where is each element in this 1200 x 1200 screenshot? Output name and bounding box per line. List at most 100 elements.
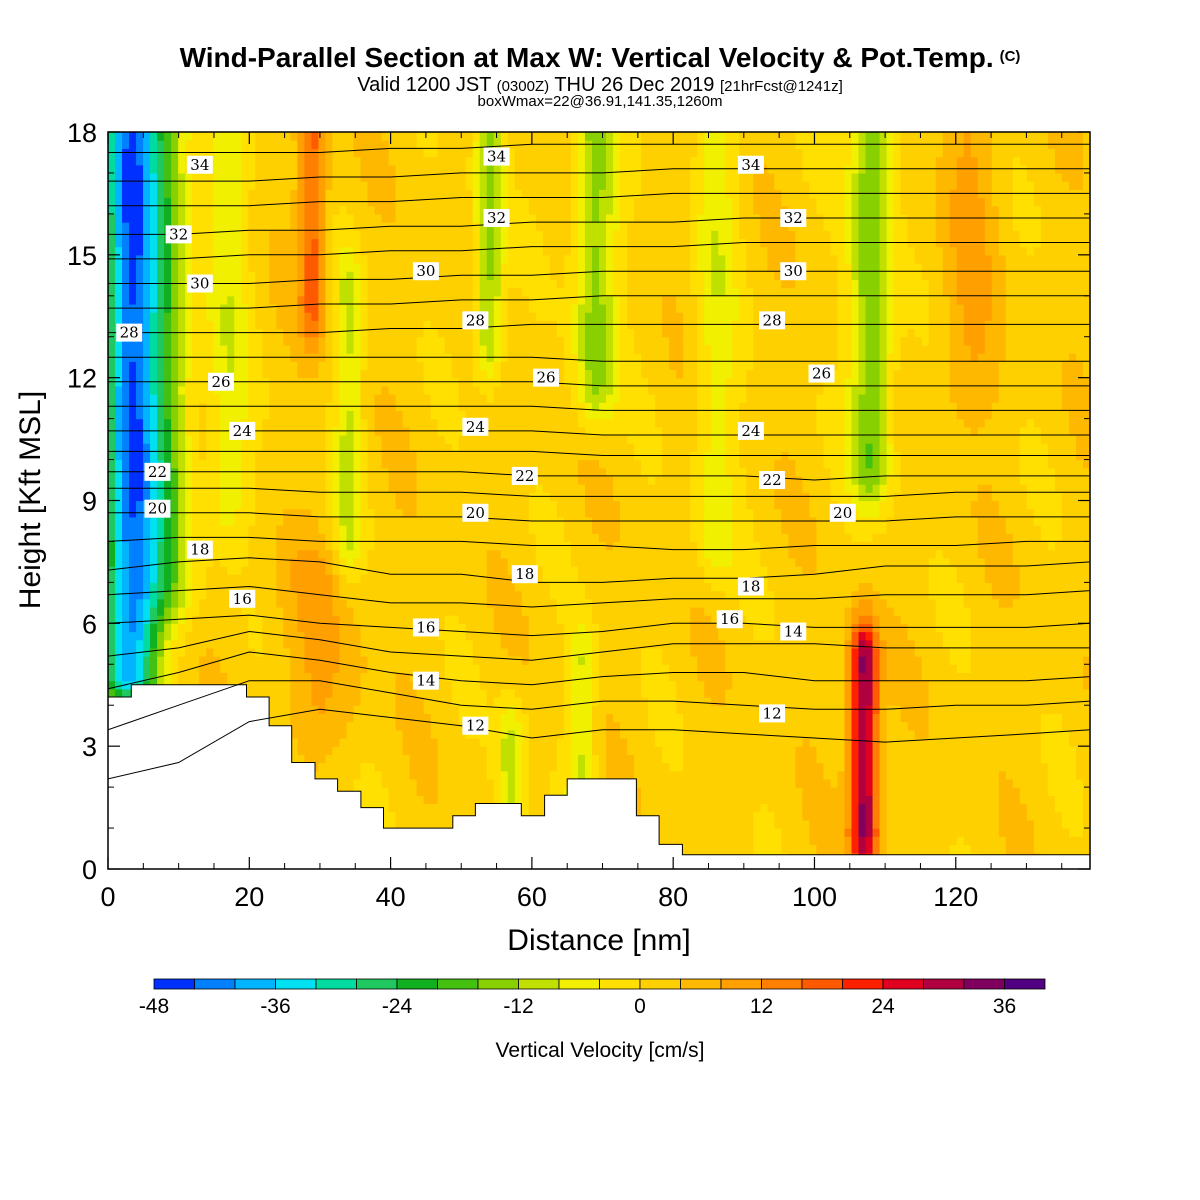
field-cell [178, 623, 186, 633]
field-cell [395, 746, 404, 755]
field-cell [395, 615, 404, 624]
field-cell [465, 754, 474, 764]
field-cell [395, 500, 404, 510]
field-cell [339, 279, 348, 289]
field-cell [423, 590, 432, 600]
field-cell [297, 557, 305, 567]
field-cell [381, 418, 390, 428]
field-cell [416, 729, 425, 739]
field-cell [192, 205, 200, 215]
field-cell [374, 566, 383, 575]
field-cell [290, 246, 298, 256]
field-cell [290, 459, 298, 469]
field-cell [374, 656, 383, 665]
field-cell [388, 819, 397, 829]
field-cell [444, 172, 453, 182]
field-cell [409, 394, 418, 403]
field-cell [115, 525, 123, 534]
field-cell [136, 369, 144, 379]
field-cell [444, 787, 453, 796]
field-cell [409, 205, 418, 215]
field-cell [108, 525, 116, 534]
field-cell [115, 197, 123, 207]
field-cell [269, 606, 277, 616]
field-cell [185, 574, 193, 583]
field-cell [108, 271, 116, 280]
field-cell [164, 664, 172, 674]
field-cell [213, 394, 221, 403]
field-cell [486, 312, 495, 321]
field-cell [185, 181, 193, 190]
field-cell [409, 197, 418, 207]
field-cell [122, 459, 130, 469]
field-cell [269, 557, 277, 567]
field-cell [171, 197, 179, 207]
field-cell [374, 410, 383, 420]
field-cell [220, 549, 228, 559]
field-cell [395, 172, 404, 182]
field-cell [304, 475, 313, 485]
field-cell [297, 566, 305, 575]
field-cell [360, 164, 369, 174]
field-cell [269, 410, 277, 420]
field-cell [486, 639, 495, 649]
field-cell [444, 492, 453, 502]
field-cell [199, 434, 207, 444]
field-cell [227, 361, 235, 371]
field-cell [388, 213, 397, 223]
field-cell [297, 754, 305, 764]
field-cell [164, 361, 172, 371]
field-cell [458, 189, 467, 199]
field-cell [122, 263, 130, 272]
field-cell [304, 590, 313, 600]
field-cell [262, 287, 270, 297]
field-cell [430, 754, 439, 764]
field-cell [262, 336, 270, 346]
field-cell [157, 213, 165, 223]
field-cell [325, 254, 334, 264]
field-cell [283, 541, 291, 551]
field-cell [486, 680, 495, 690]
field-cell [367, 574, 376, 583]
field-cell [381, 598, 390, 608]
field-cell [269, 394, 277, 403]
field-cell [486, 508, 495, 518]
field-cell [388, 778, 397, 788]
field-cell [248, 606, 256, 616]
field-cell [388, 762, 397, 772]
field-cell [402, 500, 411, 510]
field-cell [150, 656, 158, 665]
field-cell [164, 443, 172, 452]
field-cell [318, 164, 327, 174]
field-cell [472, 688, 481, 698]
field-cell [402, 688, 411, 698]
field-cell [493, 729, 502, 739]
field-cell [192, 418, 200, 428]
field-cell [269, 615, 277, 624]
field-cell [255, 263, 263, 272]
field-cell [332, 746, 341, 755]
field-cell [206, 557, 214, 567]
field-cell [206, 361, 214, 371]
field-cell [486, 189, 495, 199]
field-cell [262, 459, 270, 469]
field-cell [262, 516, 270, 526]
field-cell [472, 394, 481, 403]
field-cell [437, 508, 446, 518]
field-cell [458, 778, 467, 788]
field-cell [178, 394, 186, 403]
field-cell [164, 287, 172, 297]
field-cell [206, 598, 214, 608]
field-cell [108, 598, 116, 608]
field-cell [311, 279, 320, 289]
field-cell [297, 623, 305, 633]
field-cell [332, 574, 341, 583]
field-cell [332, 271, 341, 280]
field-cell [339, 557, 348, 567]
field-cell [241, 172, 249, 182]
field-cell [339, 778, 348, 788]
field-cell [220, 344, 228, 354]
field-cell [269, 647, 277, 657]
field-cell [479, 566, 488, 575]
field-cell [297, 549, 305, 559]
